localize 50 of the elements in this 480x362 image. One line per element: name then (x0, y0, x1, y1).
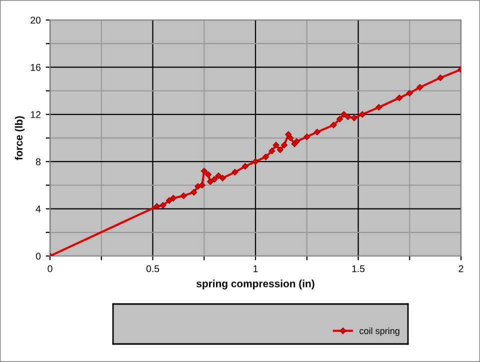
x-tick-label: 1.5 (352, 265, 365, 272)
point (359, 111, 366, 118)
y-tick-label: 16 (30, 64, 41, 71)
legend-label: coil spring (360, 327, 400, 336)
point (160, 202, 166, 209)
point (206, 178, 214, 185)
point (437, 74, 444, 82)
point (242, 163, 249, 170)
point (287, 134, 294, 142)
point (416, 84, 424, 91)
point (336, 116, 344, 122)
x-axis-title: spring compression (in) (196, 280, 314, 290)
point (268, 148, 276, 154)
point (406, 90, 413, 96)
point (344, 113, 352, 120)
point (232, 168, 238, 176)
point (293, 138, 300, 145)
point (276, 146, 284, 154)
point (204, 171, 212, 178)
point (190, 188, 198, 196)
point (170, 194, 177, 202)
point (252, 158, 259, 165)
point (166, 197, 172, 204)
point (396, 94, 403, 102)
point (376, 104, 382, 111)
y-tick-label: 0 (36, 252, 41, 260)
point (211, 176, 218, 183)
y-tick-label: 20 (30, 16, 41, 24)
point (304, 134, 310, 140)
x-tick-label: 1 (254, 265, 258, 272)
y-tick-label: 8 (36, 158, 41, 166)
y-axis-title: force (lb) (14, 116, 25, 160)
x-tick-label: 0.5 (146, 265, 160, 272)
point (262, 154, 270, 160)
point (340, 111, 348, 118)
x-tick-label: 2 (458, 265, 464, 272)
point (272, 142, 280, 148)
point (219, 174, 226, 182)
point (154, 203, 160, 210)
point (215, 172, 222, 180)
point (200, 168, 208, 174)
point (314, 128, 320, 136)
point (350, 114, 358, 122)
x-tick-label: 0 (48, 265, 52, 272)
y-tick-label: 12 (30, 111, 40, 118)
point (198, 182, 206, 188)
point (280, 142, 288, 148)
point (180, 192, 187, 200)
y-tick-label: 4 (36, 206, 41, 212)
point (330, 122, 337, 128)
